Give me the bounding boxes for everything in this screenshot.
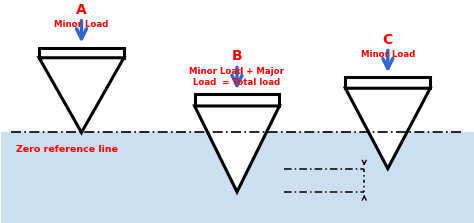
- Text: A: A: [76, 3, 87, 17]
- Polygon shape: [39, 58, 124, 132]
- Text: Minor Load: Minor Load: [361, 50, 415, 59]
- Text: Minor Load + Major
Load  = Total load: Minor Load + Major Load = Total load: [190, 67, 284, 87]
- Polygon shape: [346, 88, 430, 169]
- Bar: [39, 47, 124, 58]
- Text: C: C: [383, 33, 393, 47]
- Text: B: B: [232, 50, 242, 64]
- Polygon shape: [195, 106, 279, 192]
- Bar: [346, 77, 430, 88]
- Text: Zero reference line: Zero reference line: [16, 145, 118, 154]
- Text: Minor Load: Minor Load: [55, 20, 109, 29]
- Bar: [195, 94, 279, 106]
